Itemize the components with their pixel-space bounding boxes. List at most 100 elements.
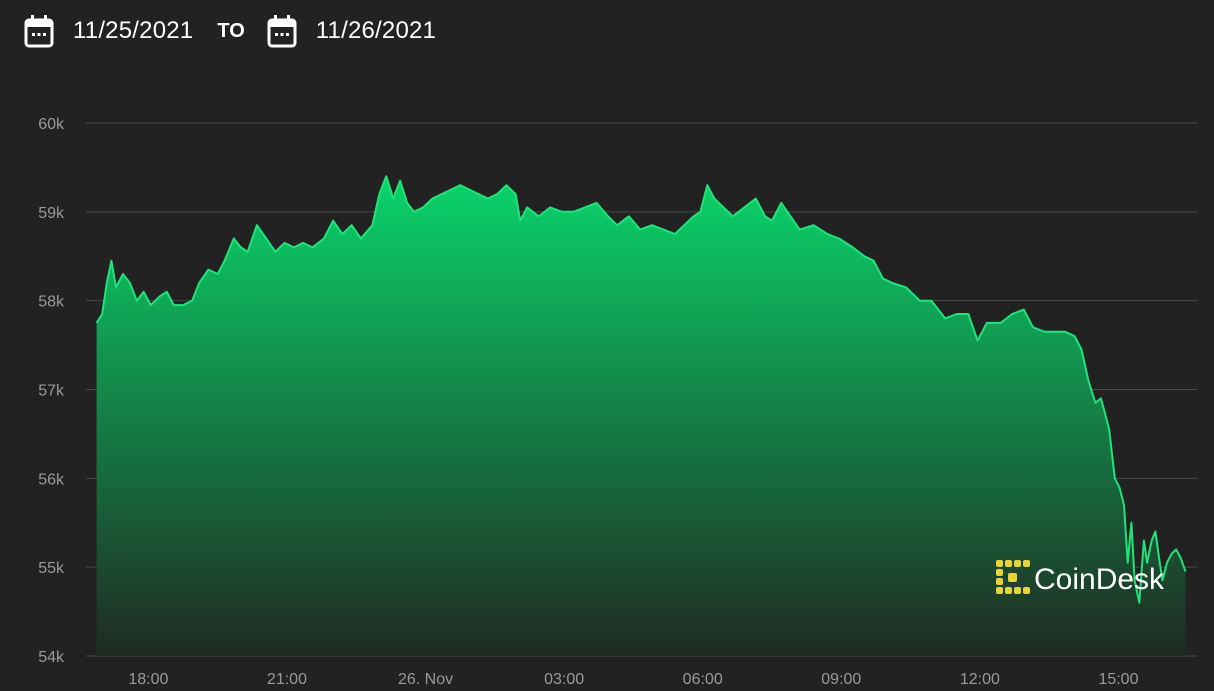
data-point — [1118, 486, 1120, 488]
end-date-text[interactable]: 11/26/2021 — [315, 17, 437, 44]
x-tick-label: 26. Nov — [398, 671, 453, 688]
data-point — [385, 175, 387, 177]
data-point — [706, 184, 708, 186]
end-date-picker[interactable]: 11/26/2021 — [267, 14, 436, 48]
data-point — [233, 238, 235, 240]
data-point — [1130, 522, 1132, 524]
data-point — [526, 206, 528, 208]
data-point — [515, 193, 517, 195]
data-point — [986, 322, 988, 324]
data-point — [813, 224, 815, 226]
data-point — [1158, 557, 1160, 559]
data-point — [1171, 553, 1173, 555]
data-point — [351, 224, 353, 226]
data-point — [459, 184, 461, 186]
data-point — [519, 220, 521, 222]
data-point — [538, 215, 540, 217]
data-point — [639, 229, 641, 231]
data-point — [106, 282, 108, 284]
data-point — [944, 317, 946, 319]
data-point — [713, 198, 715, 200]
data-point — [628, 215, 630, 217]
data-point — [182, 304, 184, 306]
x-tick-label: 21:00 — [267, 671, 307, 688]
data-point — [662, 229, 664, 231]
data-point — [150, 304, 152, 306]
x-tick-label: 06:00 — [683, 671, 723, 688]
data-point — [930, 300, 932, 302]
data-point — [977, 340, 979, 342]
data-point — [967, 313, 969, 315]
data-point — [572, 211, 574, 213]
data-point — [723, 206, 725, 208]
data-point — [247, 251, 249, 253]
start-date-text[interactable]: 11/25/2021 — [73, 17, 194, 44]
chart-area-layer — [95, 175, 1187, 657]
data-point — [224, 260, 226, 262]
coindesk-logo: CoinDesk — [996, 560, 1165, 596]
data-point — [159, 295, 161, 297]
data-point — [1108, 429, 1110, 431]
x-tick-label: 12:00 — [960, 671, 1000, 688]
data-point — [284, 242, 286, 244]
data-point — [863, 255, 865, 257]
data-point — [143, 291, 145, 293]
y-tick-label: 59k — [38, 205, 65, 222]
start-date-picker[interactable]: 11/25/2021 — [24, 14, 193, 48]
data-point — [1087, 380, 1089, 382]
data-point — [873, 260, 875, 262]
data-point — [217, 273, 219, 275]
data-point — [1053, 331, 1055, 333]
data-point — [478, 193, 480, 195]
data-point — [173, 304, 175, 306]
data-point — [771, 220, 773, 222]
x-axis: 18:00 21:00 26. Nov 03:00 06:00 09:00 12:00 15:… — [128, 671, 1138, 688]
data-point — [674, 233, 676, 235]
data-point — [693, 215, 695, 217]
x-tick-label: 03:00 — [544, 671, 584, 688]
data-point — [584, 206, 586, 208]
data-point — [1114, 477, 1116, 479]
data-point — [392, 198, 394, 200]
data-point — [596, 202, 598, 204]
data-point — [1023, 309, 1025, 311]
data-point — [166, 291, 168, 293]
data-point — [378, 193, 380, 195]
data-point — [332, 220, 334, 222]
data-point — [1032, 326, 1034, 328]
price-area-fill — [96, 176, 1186, 657]
data-point — [1100, 397, 1102, 399]
data-point — [302, 242, 304, 244]
data-point — [1064, 331, 1066, 333]
data-point — [799, 229, 801, 231]
data-point — [468, 189, 470, 191]
data-point — [399, 180, 401, 182]
data-point — [1094, 402, 1096, 404]
calendar-icon[interactable] — [267, 14, 297, 48]
data-point — [198, 282, 200, 284]
price-line — [95, 175, 1187, 604]
data-point — [432, 198, 434, 200]
data-point — [905, 286, 907, 288]
y-tick-label: 56k — [38, 471, 65, 488]
data-point — [371, 224, 373, 226]
data-point — [450, 189, 452, 191]
data-point — [207, 269, 209, 271]
data-point — [496, 193, 498, 195]
y-tick-label: 57k — [38, 383, 65, 400]
data-point — [341, 233, 343, 235]
coindesk-logo-text: CoinDesk — [1034, 563, 1165, 596]
data-point — [743, 206, 745, 208]
calendar-icon[interactable] — [24, 14, 54, 48]
data-point — [422, 206, 424, 208]
data-point — [1154, 531, 1156, 533]
data-point — [549, 206, 551, 208]
y-tick-label: 54k — [38, 649, 65, 666]
data-point — [1044, 331, 1046, 333]
data-point — [1104, 411, 1106, 413]
y-tick-label: 58k — [38, 294, 65, 311]
data-point — [1138, 602, 1140, 604]
data-point — [122, 273, 124, 275]
date-range-header: 11/25/2021 TO 11/26/2021 — [24, 12, 436, 50]
